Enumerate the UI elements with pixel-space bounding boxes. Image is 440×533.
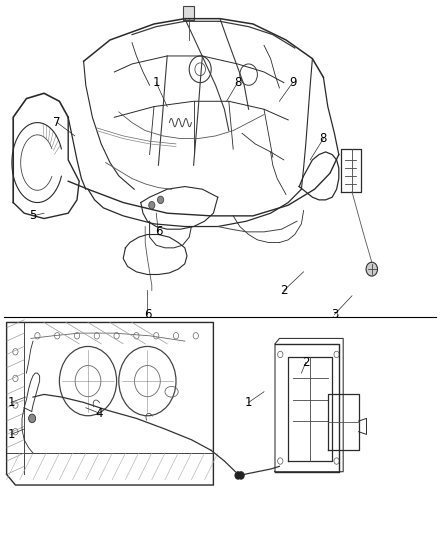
Text: 6: 6: [143, 308, 151, 321]
Text: 2: 2: [280, 284, 288, 297]
Text: 8: 8: [320, 132, 327, 145]
Circle shape: [235, 472, 241, 479]
Text: 1: 1: [7, 396, 15, 409]
Text: 1: 1: [7, 428, 15, 441]
Text: 1: 1: [245, 396, 253, 409]
Circle shape: [366, 262, 378, 276]
Text: 6: 6: [154, 225, 162, 238]
Text: 5: 5: [29, 209, 37, 222]
Text: 1: 1: [152, 76, 160, 89]
Circle shape: [149, 201, 155, 209]
Text: 9: 9: [289, 76, 297, 89]
Circle shape: [158, 196, 164, 204]
Text: 8: 8: [234, 76, 241, 89]
Circle shape: [238, 472, 244, 479]
Text: 7: 7: [53, 116, 61, 129]
Text: 3: 3: [331, 308, 338, 321]
Text: 4: 4: [95, 407, 103, 419]
Text: 2: 2: [302, 356, 310, 369]
Circle shape: [29, 414, 36, 423]
FancyBboxPatch shape: [183, 6, 194, 20]
